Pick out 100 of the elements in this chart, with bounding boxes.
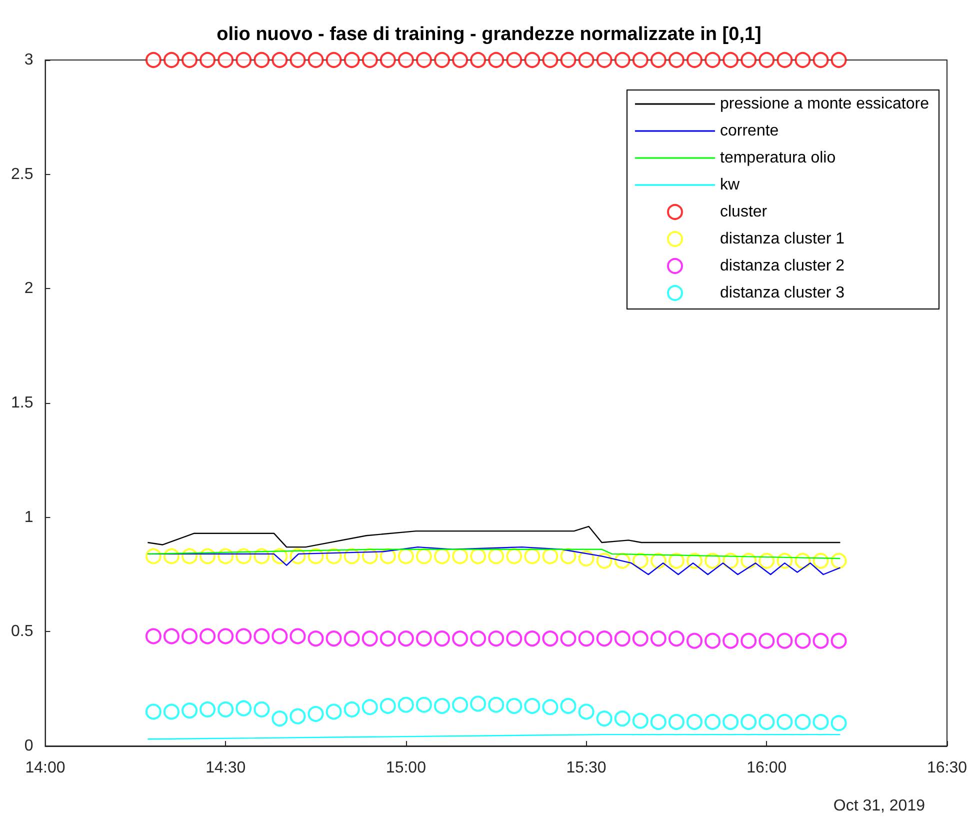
point [290,52,306,68]
point [632,630,648,647]
x-tick-label: 14:30 [206,760,246,776]
point [145,704,162,720]
point [740,52,757,68]
point [470,548,486,564]
point [650,714,666,730]
point [308,630,324,647]
point [596,630,612,647]
point [254,628,270,644]
point [488,696,504,713]
point [632,712,648,729]
point [812,714,829,730]
point [344,701,360,718]
point [668,552,684,569]
point [470,630,486,647]
point [542,52,558,68]
point [218,701,234,718]
point [830,715,847,732]
point [812,632,829,649]
point [722,714,739,730]
point [254,52,270,68]
chart-title: olio nuovo - fase di training - grandezze normalizzate in [0,1] [216,24,762,45]
point [740,632,757,649]
point [704,552,721,569]
x-tick-label: 16:00 [746,760,787,776]
point [776,714,793,730]
legend-label: distanza cluster 1 [720,230,845,248]
text: Oct 31, 2019 [833,798,926,814]
point [326,704,342,720]
point [236,628,252,644]
legend-label: corrente [720,122,779,140]
point [776,52,793,68]
point [596,52,612,68]
y-tick-label: 1 [24,508,34,526]
point [452,630,468,647]
point [200,701,216,718]
point [182,628,198,644]
point [290,628,306,644]
point [542,630,558,647]
point [560,630,576,647]
point [200,628,216,644]
point [596,710,612,727]
point [794,632,811,649]
point [686,52,702,68]
point [776,632,793,649]
point [416,548,432,564]
point [182,702,198,719]
point [272,628,288,644]
point [434,698,450,714]
y-tick-label: 0 [24,738,34,754]
point [668,52,684,68]
x-tick-label: 15:30 [566,760,606,776]
point [722,52,739,68]
point [398,630,414,647]
point [686,632,702,649]
point [308,52,324,68]
point [398,548,414,564]
point [344,630,360,647]
y-tick-label: 3 [24,52,34,68]
point [758,52,775,68]
point [830,632,847,649]
point [488,548,504,564]
point [524,630,540,647]
point [416,630,432,647]
point [470,52,486,68]
y-tick-label: 2.5 [10,166,34,183]
point [578,52,594,68]
point [164,628,180,644]
point [362,52,378,68]
point [362,630,378,647]
point [290,708,306,724]
point [650,52,666,68]
point [614,630,630,647]
point [380,52,396,68]
point [704,632,721,649]
point [524,698,540,714]
point [560,698,576,714]
point [434,52,450,68]
point [506,548,522,564]
point [542,699,558,716]
point [452,52,468,68]
point [668,714,684,730]
x-tick-label: 16:30 [926,760,968,776]
point [164,52,180,68]
point [524,52,540,68]
point [470,696,486,712]
point [596,552,612,569]
point [362,699,378,716]
point [506,52,522,68]
point [145,52,162,68]
point [686,714,702,730]
point [416,696,432,713]
point [524,548,540,564]
point [578,550,594,566]
point [560,52,576,68]
point [380,630,396,647]
point [488,630,504,647]
point [812,52,829,68]
x-tick-label: 14:00 [25,760,66,776]
